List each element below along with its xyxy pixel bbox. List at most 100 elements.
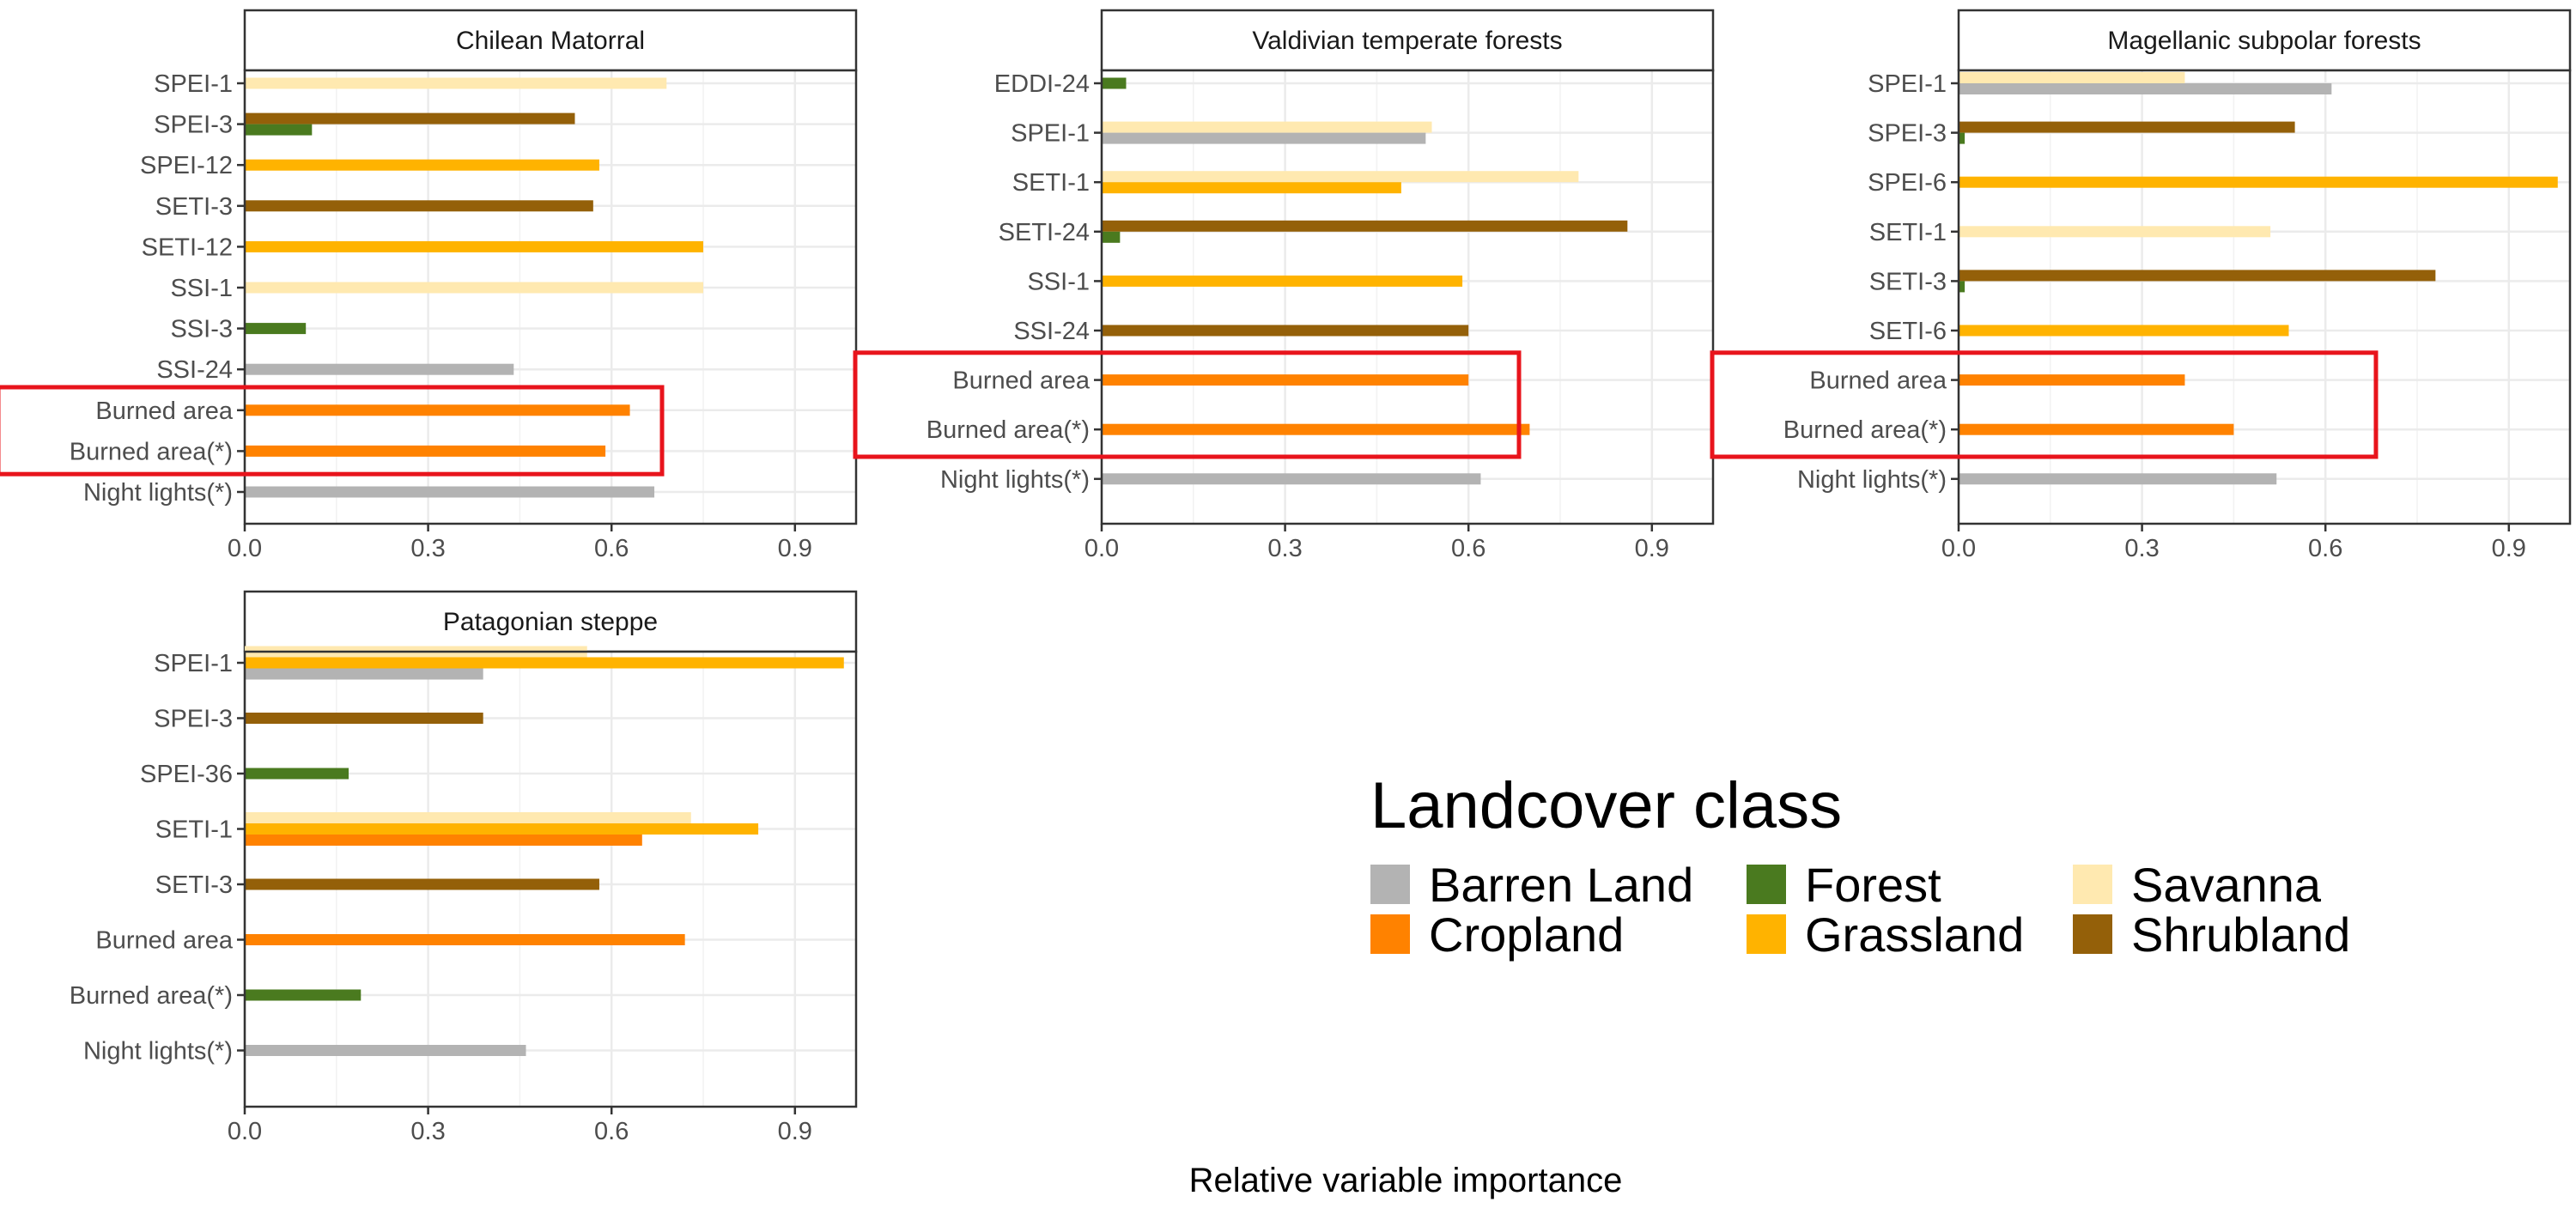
y-tick-label: Burned area <box>95 927 233 955</box>
y-tick-label: SSI-1 <box>170 275 233 302</box>
panel-border <box>1957 69 2572 525</box>
bar-burned-area-forest <box>245 989 361 1001</box>
bar-seti-1-savanna <box>1102 171 1579 183</box>
y-tick-label: SSI-1 <box>1027 268 1090 295</box>
legend-label-shrubland: Shrubland <box>2131 908 2350 962</box>
y-tick-label: SPEI-1 <box>154 650 233 677</box>
bar-spei-1-barren-land <box>1959 83 2332 94</box>
bar-ssi-1-grassland <box>1102 275 1463 287</box>
bar-spei-3-forest <box>245 124 313 136</box>
bar-spei-3-shrubland <box>245 713 483 724</box>
legend-label-savanna: Savanna <box>2131 858 2322 912</box>
y-tick-label: Burned area <box>95 398 233 425</box>
legend-label-cropland: Cropland <box>1429 908 1624 962</box>
facet-strip <box>243 590 858 653</box>
panel-chilean-matorral: Chilean Matorral SPEI-1 SPEI-3 SPEI-12 SETI-… <box>0 9 858 562</box>
bar-spei-1-grassland <box>245 657 844 669</box>
legend-label-grassland: Grassland <box>1805 908 2024 962</box>
panel-valdivian-temperate-forests: Valdivian temperate forests EDDI-24 SPEI-1… <box>853 9 1715 562</box>
y-tick-label: SPEI-3 <box>154 706 233 733</box>
bar-night-lights-barren-land <box>245 486 655 498</box>
y-tick-label: SPEI-3 <box>154 112 233 139</box>
bar-seti-1-savanna <box>1959 226 2271 238</box>
facet-title: Valdivian temperate forests <box>1252 27 1562 55</box>
y-tick-label: SETI-3 <box>155 871 233 899</box>
y-tick-label: SETI-12 <box>142 234 233 261</box>
facet-strip <box>243 9 858 72</box>
y-tick-label: Night lights(*) <box>83 1038 233 1065</box>
y-tick-label: SPEI-6 <box>1868 169 1947 197</box>
x-tick-label: 0.3 <box>1267 535 1302 562</box>
legend-title: Landcover class <box>1370 769 1842 842</box>
x-tick-label: 0.0 <box>228 535 262 562</box>
x-tick-label: 0.9 <box>1635 535 1669 562</box>
bar-spei-3-forest <box>1959 132 1965 144</box>
panel-border <box>243 650 858 1108</box>
facet-title: Chilean Matorral <box>456 27 645 55</box>
facet-title: Magellanic subpolar forests <box>2107 27 2421 55</box>
bar-seti-3-forest <box>1959 281 1965 293</box>
legend-key-savanna <box>2073 865 2112 904</box>
highlight-box <box>1710 350 2379 459</box>
x-tick-label: 0.9 <box>778 1118 812 1145</box>
bar-ssi-1-savanna <box>245 282 703 294</box>
x-tick-label: 0.3 <box>410 535 445 562</box>
bar-spei-1-savanna <box>1959 72 2185 83</box>
chart-panels: Chilean Matorral SPEI-1 SPEI-3 SPEI-12 SETI-… <box>0 9 2572 1145</box>
y-tick-label: SETI-1 <box>155 816 233 844</box>
bar-seti-3-shrubland <box>245 200 593 212</box>
y-tick-label: SPEI-1 <box>154 70 233 98</box>
legend-key-barren-land <box>1370 865 1410 904</box>
highlight-box <box>0 385 665 477</box>
bar-burned-area-cropland <box>1959 374 2185 386</box>
panel-background <box>1959 70 2570 524</box>
y-tick-label: EDDI-24 <box>994 70 1090 98</box>
bar-seti-1-savanna <box>245 812 691 823</box>
bar-night-lights-barren-land <box>1959 473 2277 485</box>
bar-spei-1-savanna <box>245 77 667 89</box>
y-tick-label: SPEI-1 <box>1011 120 1090 148</box>
legend-key-cropland <box>1370 914 1410 954</box>
x-tick-label: 0.6 <box>1451 535 1485 562</box>
x-tick-label: 0.0 <box>1941 535 1976 562</box>
legend-key-shrubland <box>2073 914 2112 954</box>
panel-background <box>1102 70 1713 524</box>
bar-eddi-24-forest <box>1102 77 1127 89</box>
x-tick-label: 0.0 <box>228 1118 262 1145</box>
bar-spei-12-grassland <box>245 159 599 171</box>
bar-spei-36-forest <box>245 768 349 780</box>
bar-seti-6-grassland <box>1959 325 2289 337</box>
bar-night-lights-barren-land <box>1102 473 1481 485</box>
bar-seti-1-cropland <box>245 835 642 846</box>
x-tick-label: 0.3 <box>2124 535 2159 562</box>
facet-title: Patagonian steppe <box>443 608 658 636</box>
bar-seti-24-shrubland <box>1102 220 1628 232</box>
bar-burned-area-cropland <box>1102 374 1469 386</box>
bar-seti-12-grassland <box>245 240 703 252</box>
bar-spei-3-shrubland <box>245 112 575 124</box>
y-tick-label: Burned area(*) <box>70 982 233 1010</box>
bar-seti-1-grassland <box>1102 182 1401 194</box>
bar-night-lights-barren-land <box>245 1045 526 1056</box>
legend-key-grassland <box>1747 914 1786 954</box>
x-tick-label: 0.9 <box>778 535 812 562</box>
y-tick-label: Burned area <box>952 367 1090 395</box>
legend-label-forest: Forest <box>1805 858 1941 912</box>
bar-burned-area-cropland <box>1959 423 2234 435</box>
bar-ssi-24-barren-land <box>245 363 514 375</box>
x-tick-label: 0.6 <box>594 535 629 562</box>
panel-border <box>1100 69 1715 525</box>
bar-seti-3-shrubland <box>1959 270 2436 282</box>
facet-strip <box>1957 9 2572 72</box>
y-tick-label: SPEI-3 <box>1868 120 1947 148</box>
bar-burned-area-cropland <box>245 445 606 457</box>
y-tick-label: Night lights(*) <box>1797 466 1947 494</box>
x-tick-label: 0.3 <box>410 1118 445 1145</box>
y-tick-label: Burned area(*) <box>70 438 233 465</box>
y-tick-label: SETI-3 <box>1869 268 1947 295</box>
bar-seti-3-shrubland <box>245 878 599 890</box>
y-tick-label: SETI-1 <box>1869 219 1947 246</box>
y-tick-label: SSI-24 <box>1013 318 1090 345</box>
y-tick-label: SSI-24 <box>156 356 233 384</box>
